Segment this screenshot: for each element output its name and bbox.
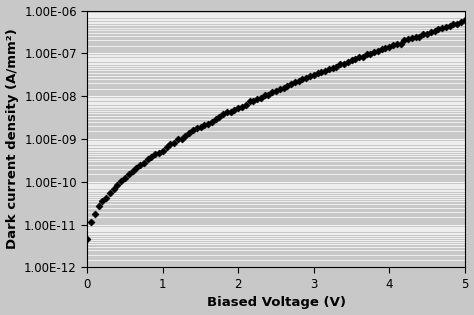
X-axis label: Biased Voltage (V): Biased Voltage (V) <box>207 296 346 309</box>
Y-axis label: Dark current density (A/mm²): Dark current density (A/mm²) <box>6 29 18 249</box>
